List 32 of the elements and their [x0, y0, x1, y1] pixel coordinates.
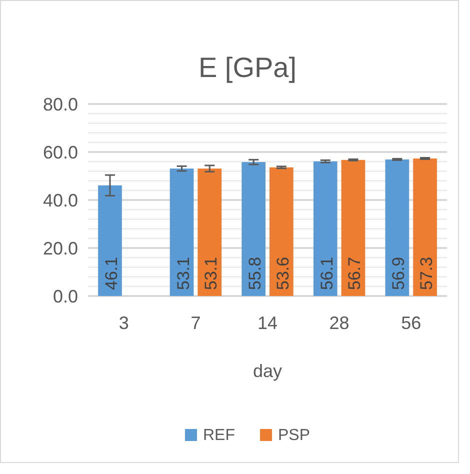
x-tick-label: 7	[190, 313, 201, 333]
y-tick-label: 40.0	[42, 190, 78, 210]
data-label: 56.9	[389, 256, 408, 290]
data-label: 56.1	[317, 256, 336, 290]
data-label: 56.7	[345, 256, 364, 290]
bar	[413, 158, 437, 296]
x-tick-label: 56	[401, 313, 422, 333]
bar	[385, 159, 410, 296]
bar	[98, 185, 122, 296]
data-label: 53.6	[273, 256, 292, 290]
bar	[313, 161, 338, 296]
x-tick-label: 3	[118, 313, 129, 333]
data-label: 53.1	[174, 256, 193, 290]
data-label: 57.3	[417, 256, 436, 290]
data-label: 46.1	[102, 256, 121, 290]
data-label: 53.1	[202, 256, 221, 290]
bar	[270, 167, 294, 296]
x-tick-label: 28	[329, 313, 350, 333]
y-tick-label: 80.0	[42, 94, 78, 114]
data-label: 55.8	[246, 256, 265, 290]
y-tick-label: 60.0	[42, 142, 78, 162]
legend-label: PSP	[278, 427, 310, 444]
bar	[198, 168, 222, 296]
y-tick-label: 20.0	[42, 238, 78, 258]
bar	[341, 160, 366, 296]
bar	[242, 162, 266, 296]
bar	[170, 168, 194, 296]
y-tick-label: 0.0	[52, 286, 78, 306]
chart-title: E [GPa]	[198, 52, 297, 83]
legend-label: REF	[203, 427, 236, 444]
x-axis-title: day	[252, 361, 282, 381]
x-tick-label: 14	[257, 313, 278, 333]
